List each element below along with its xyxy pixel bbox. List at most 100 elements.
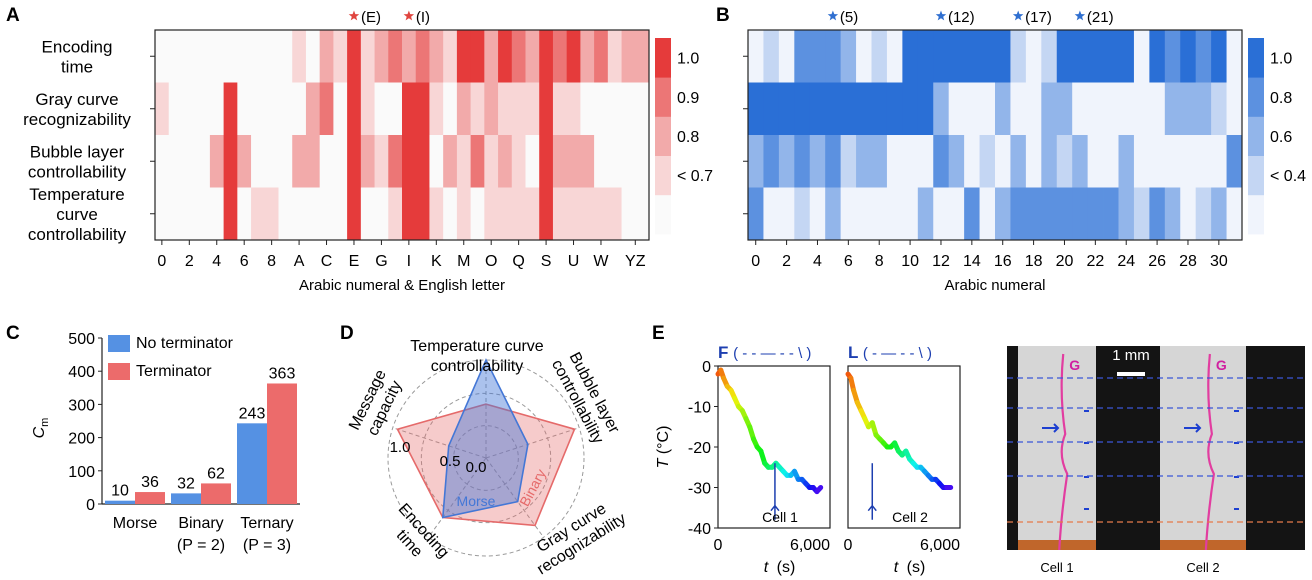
colorbar-segment [1248,38,1264,78]
x-tick-label: A [294,253,305,270]
row-label: controllability [28,225,127,244]
x-axis-unit: (s) [777,559,796,576]
arrow-up-icon [867,504,877,520]
x-tick-label: 24 [1117,253,1135,270]
radar-ring [453,425,519,491]
colorbar-tick-label: 0.6 [1270,129,1292,146]
heatmap-cell [443,30,458,83]
temperature-plots-e: F ( - - — - - \ ) Cell 1 0 6,000 t (s) 0 -10 -20… [655,343,961,576]
heatmap-cell [580,135,595,188]
dash-mark [1234,508,1239,510]
x-axis-label: t [764,559,769,576]
heatmap-cell [360,82,375,136]
heatmap-cell [933,135,950,188]
star-icon [348,10,360,21]
bar-value-label: 32 [177,475,195,492]
cell-base [1160,540,1246,550]
heatmap-cell [292,82,307,136]
dash-mark [1234,476,1239,478]
heatmap-cell [196,135,211,188]
star-icon [1012,10,1024,21]
colorbar-segment [1248,77,1264,117]
heatmap-cell [182,187,197,241]
heatmap-frame [154,29,650,241]
bar-chart-c: 0 100 200 300 400 500 Cm 10 36 Morse 32 62 Binary (P … [31,331,300,554]
heatmap-cell [566,135,581,188]
heatmap-cell [1025,82,1042,136]
heatmap-cell [635,82,650,136]
heatmap-cell [374,82,389,136]
x-tick-label: U [568,253,580,270]
dash-mark [1234,442,1239,444]
x-category-label: Binary [178,515,223,532]
panel-label-d: D [340,323,354,344]
heatmap-cell [470,135,485,188]
x-tick-label: 6,000 [920,537,960,554]
x-axis-unit: (s) [907,559,926,576]
dash-mark [1234,410,1239,412]
heatmap-cell [840,82,857,136]
heatmap-cell [511,30,526,83]
colorbar-tick-label: < 0.7 [677,168,713,185]
heatmap-cell [347,30,362,83]
heatmap-cell [809,187,826,241]
heatmap-cell [305,187,321,241]
heatmap-cell [237,82,252,136]
heatmap-cell [292,30,307,83]
heatmap-cell [809,82,826,136]
panel-label-a: A [6,5,20,26]
heatmap-cell [1041,82,1058,136]
row-label: curve [56,205,98,224]
heatmap-cell [856,187,872,241]
heatmap-cell [840,30,857,83]
colorbar-tick-label: < 0.4 [1270,168,1306,185]
heatmap-cell [580,82,595,136]
heatmap-cell [209,135,225,188]
heatmap-cell [182,82,197,136]
heatmap-cell [794,135,811,188]
x-tick-label: 8 [267,253,276,270]
heatmap-cell [1180,82,1197,136]
dash-mark [1084,476,1089,478]
heatmap-cell [1087,135,1104,188]
heatmap-cell [948,82,965,136]
heatmap-cell [251,187,266,241]
heatmap-cell [763,135,780,188]
heatmap-cell [979,82,996,136]
heatmap-cell [794,30,811,83]
heatmap-cell [1087,82,1104,136]
legend-swatch [108,363,130,380]
heatmap-cell [748,187,764,241]
heatmap-cell [155,187,170,241]
annotation-label: (17) [1025,9,1052,26]
colorbar-segment [655,194,671,235]
heatmap-cell [498,135,513,188]
heatmap-cell [607,135,622,188]
heatmap-cell [995,30,1011,83]
heatmap-cell [635,135,650,188]
y-tick-label: -30 [688,481,711,498]
heatmap-cell [292,135,307,188]
row-label: Bubble layer [30,142,125,161]
heatmap-cell [196,30,211,83]
plot-frame [847,365,961,529]
x-tick-label: 8 [875,253,884,270]
heatmap-cell [964,187,980,241]
x-tick-label: 16 [994,253,1012,270]
heatmap-cell [840,135,857,188]
heatmap-cell [917,82,934,136]
heatmap-cell [902,187,919,241]
heatmap-cell [456,135,472,188]
x-tick-label: YZ [625,253,646,270]
heatmap-cell [580,30,595,83]
heatmap-cell [264,187,279,241]
photo-cell-label: Cell 2 [1186,560,1219,575]
heatmap-cell [347,187,362,241]
heatmap-cell [1025,135,1042,188]
arrow-right-icon [1184,423,1202,433]
x-tick-label: 14 [963,253,981,270]
heatmap-cell [1072,82,1089,136]
heatmap-cell [871,187,888,241]
gray-curve [1058,353,1069,551]
y-tick-label: 300 [68,397,95,414]
